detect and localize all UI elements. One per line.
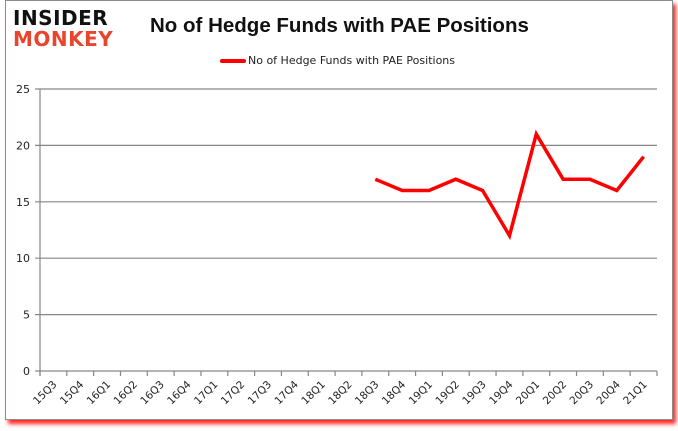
x-tick-label: 21Q1	[621, 379, 650, 408]
x-tick-label: 18Q4	[380, 378, 409, 407]
insider-monkey-logo: INSIDER MONKEY	[13, 8, 113, 49]
x-tick-label: 17Q3	[246, 379, 275, 408]
x-tick-label: 17Q1	[192, 379, 221, 408]
x-tick-label: 18Q1	[299, 379, 328, 408]
y-tick-label: 5	[23, 309, 30, 322]
y-tick-label: 15	[16, 196, 30, 209]
x-tick-label: 19Q4	[487, 378, 516, 407]
y-tick-label: 25	[16, 83, 30, 96]
x-tick-label: 16Q2	[112, 379, 141, 408]
x-tick-label: 15Q4	[58, 378, 87, 407]
x-tick-label: 19Q1	[407, 379, 436, 408]
x-tick-label: 18Q3	[353, 379, 382, 408]
y-tick-label: 10	[16, 252, 30, 265]
chart-frame	[5, 0, 673, 420]
x-tick-label: 19Q2	[433, 379, 462, 408]
logo-line-1: INSIDER	[13, 6, 109, 30]
x-tick-label: 18Q2	[326, 379, 355, 408]
x-tick-label: 19Q3	[460, 379, 489, 408]
x-tick-label: 17Q4	[272, 378, 301, 407]
x-tick-label: 16Q3	[138, 379, 167, 408]
x-tick-label: 16Q1	[85, 379, 114, 408]
y-tick-label: 0	[23, 365, 30, 378]
x-tick-label: 20Q4	[594, 378, 623, 407]
series-line	[374, 129, 645, 241]
legend-line-swatch-icon	[220, 58, 246, 63]
chart-legend: No of Hedge Funds with PAE Positions	[220, 54, 455, 67]
legend-label: No of Hedge Funds with PAE Positions	[248, 54, 455, 67]
x-tick-label: 16Q4	[165, 378, 194, 407]
x-tick-label: 17Q2	[219, 379, 248, 408]
chart-title: No of Hedge Funds with PAE Positions	[150, 14, 529, 37]
y-tick-label: 20	[16, 139, 30, 152]
x-tick-label: 15Q3	[31, 379, 60, 408]
x-tick-label: 20Q2	[541, 379, 570, 408]
x-tick-label: 20Q3	[568, 379, 597, 408]
x-tick-label: 20Q1	[514, 379, 543, 408]
logo-line-2: MONKEY	[13, 27, 114, 51]
